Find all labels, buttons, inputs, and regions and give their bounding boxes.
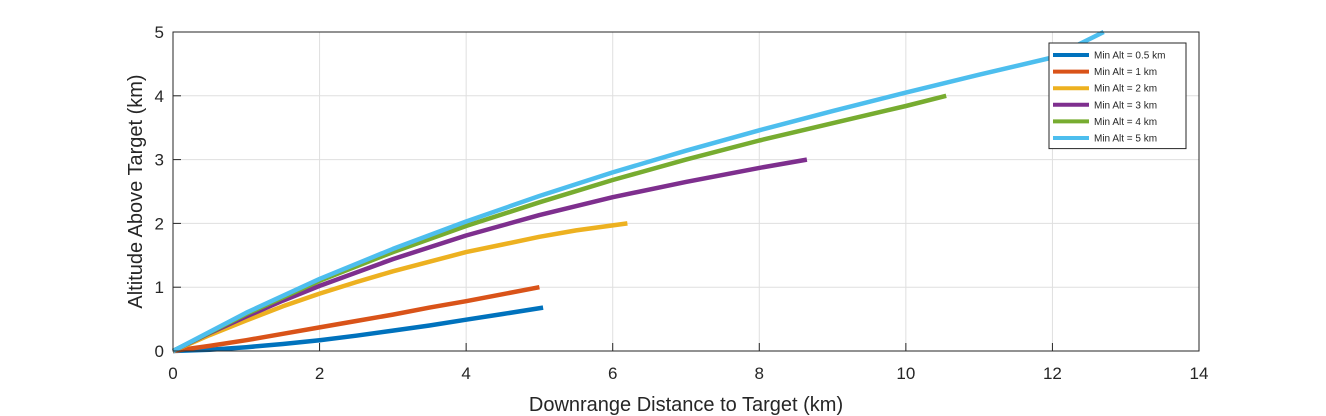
y-tick-label: 0 — [155, 342, 164, 361]
legend-label: Min Alt = 3 km — [1094, 100, 1157, 111]
x-tick-label: 14 — [1190, 364, 1209, 383]
grid — [172, 31, 1200, 352]
y-tick-label: 4 — [155, 87, 164, 106]
y-tick-label: 1 — [155, 278, 164, 297]
y-tick-label: 2 — [155, 214, 164, 233]
x-axis-label: Downrange Distance to Target (km) — [529, 394, 843, 416]
legend-box — [1048, 42, 1187, 150]
x-tick-label: 2 — [315, 364, 324, 383]
x-tick-label: 8 — [755, 364, 764, 383]
series-line-0 — [172, 305, 544, 354]
y-tick-label: 5 — [155, 23, 164, 42]
axes-frame — [172, 31, 1200, 352]
y-tick-label: 3 — [155, 151, 164, 170]
x-tick-label: 6 — [608, 364, 617, 383]
y-axis-label: Altitude Above Target (km) — [125, 74, 147, 308]
legend-label: Min Alt = 2 km — [1094, 84, 1157, 95]
series-line-2 — [172, 221, 628, 354]
series-line-1 — [172, 284, 540, 354]
series-line-3 — [172, 157, 808, 354]
x-tick-label: 4 — [461, 364, 470, 383]
legend-label: Min Alt = 1 km — [1094, 67, 1157, 78]
legend-label: Min Alt = 4 km — [1094, 117, 1157, 128]
x-tick-label: 0 — [168, 364, 177, 383]
x-tick-label: 12 — [1043, 364, 1062, 383]
x-tick-label: 10 — [896, 364, 915, 383]
legend-label: Min Alt = 0.5 km — [1094, 51, 1165, 62]
legend: Min Alt = 0.5 km Min Alt = 1 km Min Alt = … — [1048, 42, 1187, 150]
series-lines — [171, 29, 1105, 354]
series-line-5 — [171, 29, 1105, 353]
legend-label: Min Alt = 5 km — [1094, 134, 1157, 145]
